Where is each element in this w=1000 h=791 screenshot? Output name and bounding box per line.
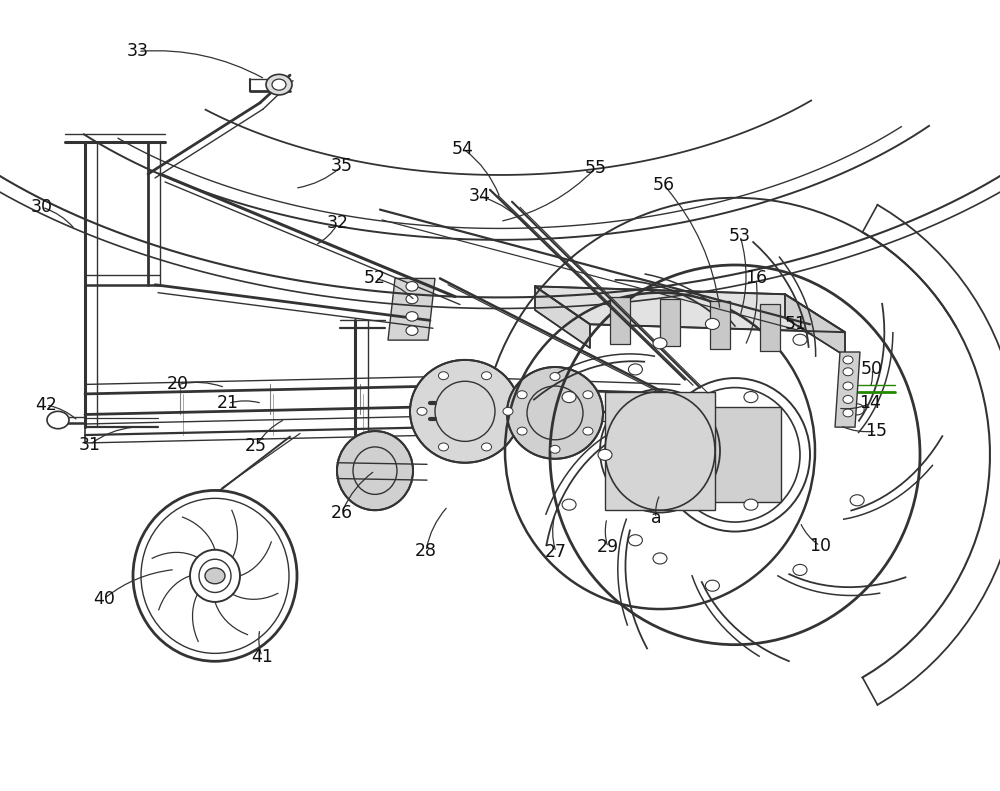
- Circle shape: [843, 368, 853, 376]
- Circle shape: [744, 499, 758, 510]
- Text: 51: 51: [785, 316, 807, 333]
- Circle shape: [406, 282, 418, 291]
- Polygon shape: [710, 301, 730, 349]
- Text: 30: 30: [31, 199, 53, 216]
- Circle shape: [562, 392, 576, 403]
- Text: 16: 16: [745, 270, 767, 287]
- Text: 28: 28: [415, 543, 437, 560]
- Polygon shape: [535, 286, 845, 332]
- Circle shape: [47, 411, 69, 429]
- Text: 31: 31: [79, 436, 101, 453]
- Polygon shape: [660, 299, 680, 346]
- Text: 54: 54: [452, 140, 474, 157]
- Text: 21: 21: [217, 395, 239, 412]
- Polygon shape: [605, 392, 715, 510]
- Text: 32: 32: [327, 214, 349, 232]
- Text: 41: 41: [251, 648, 273, 665]
- Circle shape: [843, 356, 853, 364]
- Text: 33: 33: [127, 43, 149, 60]
- Circle shape: [583, 427, 593, 435]
- Text: 40: 40: [93, 590, 115, 607]
- Circle shape: [205, 568, 225, 584]
- Circle shape: [482, 443, 492, 451]
- Circle shape: [653, 553, 667, 564]
- Circle shape: [628, 364, 642, 375]
- Circle shape: [850, 494, 864, 505]
- Circle shape: [438, 443, 448, 451]
- Ellipse shape: [337, 431, 413, 510]
- Text: 50: 50: [861, 360, 883, 377]
- Text: 10: 10: [809, 537, 831, 554]
- Text: 35: 35: [331, 157, 353, 175]
- Circle shape: [598, 449, 612, 460]
- Circle shape: [843, 396, 853, 403]
- Circle shape: [705, 319, 719, 330]
- Circle shape: [406, 294, 418, 304]
- Circle shape: [517, 391, 527, 399]
- Polygon shape: [610, 297, 630, 344]
- Circle shape: [517, 427, 527, 435]
- Circle shape: [562, 499, 576, 510]
- Polygon shape: [760, 304, 780, 351]
- Text: 14: 14: [859, 395, 881, 412]
- Polygon shape: [689, 407, 781, 502]
- Polygon shape: [388, 278, 435, 340]
- Circle shape: [406, 326, 418, 335]
- Text: 25: 25: [245, 437, 267, 455]
- Text: 55: 55: [585, 159, 607, 176]
- Text: 26: 26: [331, 504, 353, 521]
- Circle shape: [503, 407, 513, 415]
- Circle shape: [705, 580, 719, 591]
- Circle shape: [850, 404, 864, 415]
- Ellipse shape: [507, 367, 603, 459]
- Polygon shape: [835, 352, 860, 427]
- Circle shape: [793, 335, 807, 346]
- Text: 56: 56: [653, 176, 675, 194]
- Text: 15: 15: [865, 422, 887, 440]
- Circle shape: [653, 338, 667, 349]
- Text: 34: 34: [469, 187, 491, 205]
- Circle shape: [266, 74, 292, 95]
- Circle shape: [793, 564, 807, 575]
- Circle shape: [272, 79, 286, 90]
- Circle shape: [482, 372, 492, 380]
- Text: 52: 52: [364, 270, 386, 287]
- Circle shape: [843, 382, 853, 390]
- Circle shape: [744, 392, 758, 403]
- Circle shape: [550, 373, 560, 380]
- Text: 27: 27: [545, 543, 567, 561]
- Polygon shape: [535, 286, 590, 348]
- Circle shape: [406, 312, 418, 321]
- Circle shape: [583, 391, 593, 399]
- Text: 20: 20: [167, 376, 189, 393]
- Text: a: a: [651, 509, 661, 527]
- Circle shape: [550, 445, 560, 453]
- Ellipse shape: [410, 360, 520, 463]
- Text: 53: 53: [729, 227, 751, 244]
- Circle shape: [628, 535, 642, 546]
- Text: 42: 42: [35, 396, 57, 414]
- Polygon shape: [785, 294, 845, 356]
- Circle shape: [843, 409, 853, 417]
- Text: 29: 29: [597, 539, 619, 556]
- Circle shape: [417, 407, 427, 415]
- Circle shape: [439, 372, 449, 380]
